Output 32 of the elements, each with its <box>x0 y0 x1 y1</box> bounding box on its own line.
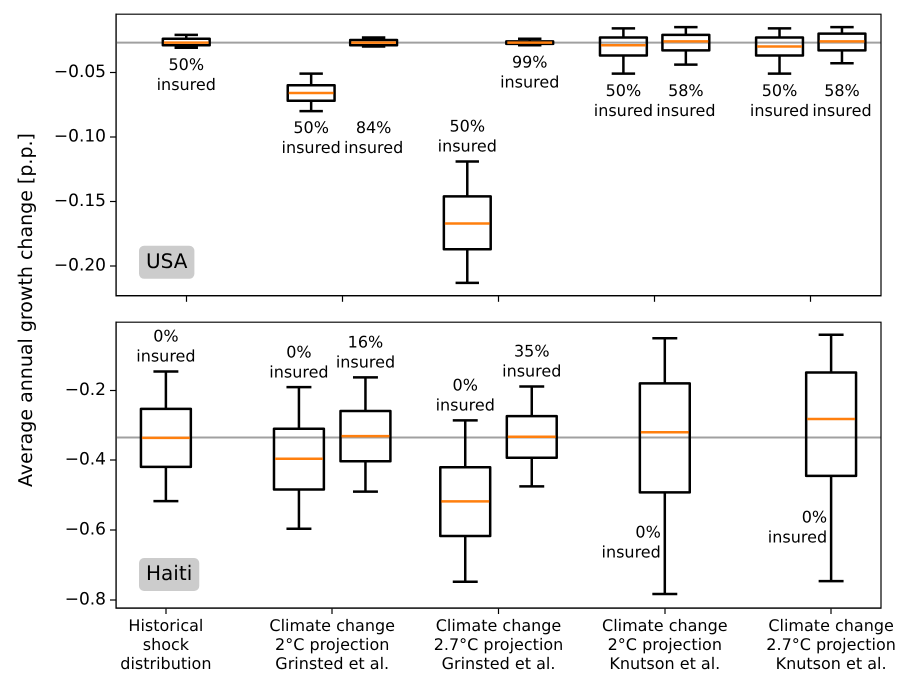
x-tick-label: Climate change 2.7°C projection Grinsted et al. <box>434 616 564 674</box>
y-tick-label: −0.20 <box>54 256 106 276</box>
y-tick-label: −0.8 <box>64 589 106 610</box>
text: 0% insured <box>768 508 828 547</box>
y-axis-title: Average annual growth change [p.p.] <box>15 133 37 487</box>
y-tick-label: −0.05 <box>54 62 106 82</box>
y-tick-label: −0.15 <box>54 190 106 211</box>
text: 50% insured <box>750 80 810 120</box>
text: 0% insured <box>269 342 329 382</box>
annotation: USA <box>146 249 188 274</box>
text: 50% insured <box>282 118 341 158</box>
x-tick-label: Climate change 2°C projection Knutson et al. <box>602 616 728 674</box>
x-tick-label: Historical shock distribution <box>120 616 212 674</box>
text: 0% insured <box>436 376 495 415</box>
text: 0% insured <box>136 326 196 366</box>
x-tick-label: Climate change 2.7°C projection Knutson et al. <box>766 616 896 674</box>
y-tick-label: −0.6 <box>64 520 106 540</box>
y-tick-label: −0.2 <box>64 380 106 400</box>
text: 99% insured <box>500 52 560 92</box>
y-tick-label: −0.4 <box>64 450 106 470</box>
x-tick-label: Climate change 2°C projection Grinsted et al. <box>269 616 395 674</box>
y-tick-label: −0.10 <box>54 126 106 146</box>
text: 50% insured <box>438 116 497 156</box>
text: 58% insured <box>656 80 716 120</box>
text: 50% insured <box>594 80 654 120</box>
text: 35% insured <box>502 342 562 381</box>
annotation: Haiti <box>146 561 192 586</box>
text: 58% insured <box>812 80 872 120</box>
text: 16% insured <box>336 332 396 372</box>
text: 50% insured <box>156 54 216 94</box>
text: 0% insured <box>602 522 661 562</box>
text: 84% insured <box>344 118 404 158</box>
